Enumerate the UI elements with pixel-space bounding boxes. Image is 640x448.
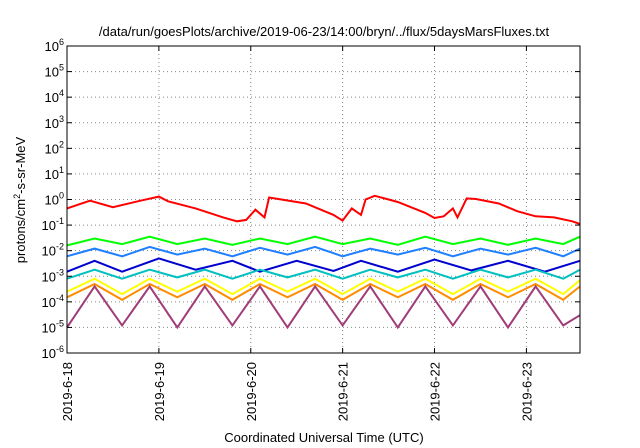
y-tick-label: 103 [45,114,64,131]
x-tick-label: 2019-6-18 [60,362,75,421]
y-tick-exponent: -2 [56,242,64,252]
y-tick-exponent: 4 [59,88,64,98]
y-tick-label: 105 [45,63,64,80]
series-line [66,257,581,273]
y-tick-exponent: -5 [56,318,64,328]
y-tick-base: 10 [42,218,56,233]
y-tick-label: 10-3 [42,267,64,284]
series-layer [66,194,581,330]
x-tick-label: 2019-6-21 [336,362,351,421]
y-tick-label: 10-6 [42,344,64,361]
x-tick-label: 2019-6-19 [152,362,167,421]
y-tick-exponent: 5 [59,63,64,73]
x-tick-label: 2019-6-20 [244,362,259,421]
y-tick-exponent: -3 [56,267,64,277]
y-axis-label-main: protons/cm [13,199,28,263]
y-tick-label: 101 [45,165,64,182]
y-tick-base: 10 [45,90,59,105]
y-tick-exponent: -6 [56,344,64,354]
y-axis-ticks: 10-610-510-410-310-210-11001011021031041… [42,37,580,361]
y-axis-label: protons/cm2-s-sr-MeV [12,136,28,263]
y-tick-label: 106 [45,37,64,54]
y-tick-label: 10-4 [42,293,64,310]
chart-title: /data/run/goesPlots/archive/2019-06-23/1… [99,24,550,39]
y-tick-base: 10 [45,167,59,182]
series-line [66,284,581,330]
series-line [66,245,581,258]
y-tick-exponent: -4 [56,293,64,303]
series-line [66,277,581,296]
y-tick-exponent: 6 [59,37,64,47]
series-line [66,268,581,280]
series-line [66,194,581,225]
series-line [66,282,581,302]
y-tick-label: 10-2 [42,242,64,259]
y-tick-base: 10 [45,116,59,131]
y-tick-base: 10 [45,39,59,54]
y-tick-label: 10-1 [42,216,64,233]
y-tick-base: 10 [45,193,59,208]
y-tick-base: 10 [42,320,56,335]
y-tick-exponent: 3 [59,114,64,124]
y-tick-label: 102 [45,139,64,156]
y-tick-label: 100 [45,191,64,208]
x-axis-ticks: 2019-6-18 2019-6-19 2019-6-20 2019-6-21 2019… [60,46,534,421]
x-tick-label: 2019-6-22 [428,362,443,421]
y-tick-label: 104 [45,88,64,105]
y-tick-base: 10 [45,65,59,80]
y-tick-base: 10 [42,295,56,310]
y-tick-exponent: 1 [59,165,64,175]
y-axis-label-rest: -s-sr-MeV [13,136,28,193]
y-tick-exponent: 0 [59,191,64,201]
y-tick-base: 10 [42,346,56,361]
y-tick-base: 10 [42,269,56,284]
y-tick-label: 10-5 [42,318,64,335]
y-tick-base: 10 [42,244,56,259]
x-tick-label: 2019-6-23 [519,362,534,421]
y-axis-label-sup: 2 [12,194,22,199]
x-axis-label: Coordinated Universal Time (UTC) [224,430,423,445]
y-tick-base: 10 [45,141,59,156]
y-tick-exponent: 2 [59,139,64,149]
series-line [66,235,581,247]
y-tick-exponent: -1 [56,216,64,226]
